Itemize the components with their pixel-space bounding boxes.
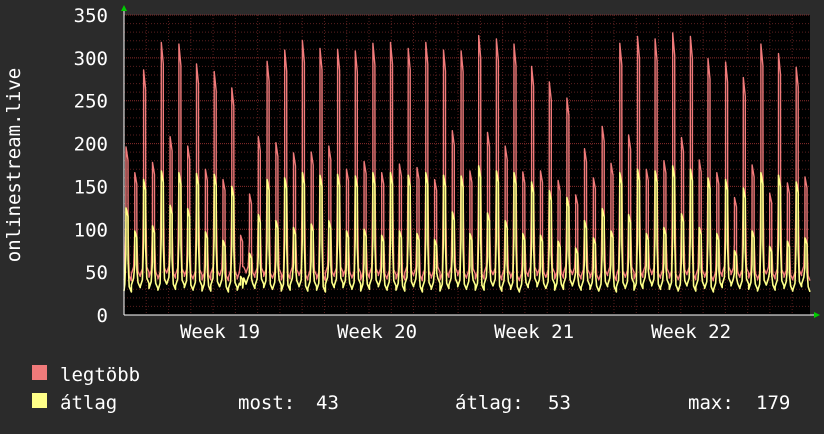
- axis-layer: 0 50 100 150 200 250 300 350 Week 19 Week 20 Week …: [74, 5, 820, 343]
- plot-area: [124, 15, 810, 315]
- stat-max-value: 179: [756, 392, 790, 414]
- y-axis-arrow: [121, 5, 127, 11]
- y-tick-label: 300: [74, 48, 108, 70]
- y-tick-label: 250: [74, 91, 108, 113]
- y-tick-label: 200: [74, 134, 108, 156]
- x-tick-label: Week 20: [337, 321, 417, 343]
- legend-swatch-atlag: [32, 393, 47, 408]
- series-layer: [123, 32, 811, 293]
- series-line-legtobb: [123, 32, 811, 282]
- stat-avg-label: átlag:: [455, 392, 524, 414]
- series-line-atlag: [123, 165, 811, 293]
- y-axis-label: onlinestream.live: [3, 68, 25, 262]
- x-tick-label: Week 21: [494, 321, 574, 343]
- stat-now-label: most:: [238, 392, 295, 414]
- x-tick-label: Week 22: [651, 321, 731, 343]
- y-tick-label: 100: [74, 219, 108, 241]
- y-tick-label: 0: [97, 305, 108, 327]
- legend-label-legtobb: legtöbb: [60, 364, 140, 386]
- x-axis-arrow: [814, 312, 820, 318]
- y-tick-label: 150: [74, 176, 108, 198]
- stat-max-label: max:: [688, 392, 734, 414]
- y-tick-label: 350: [74, 5, 108, 27]
- stat-now-value: 43: [316, 392, 339, 414]
- x-tick-label: Week 19: [180, 321, 260, 343]
- legend-label-atlag: átlag: [60, 392, 117, 414]
- y-tick-label: 50: [85, 262, 108, 284]
- stat-avg-value: 53: [548, 392, 571, 414]
- legend-swatch-legtobb: [32, 365, 47, 380]
